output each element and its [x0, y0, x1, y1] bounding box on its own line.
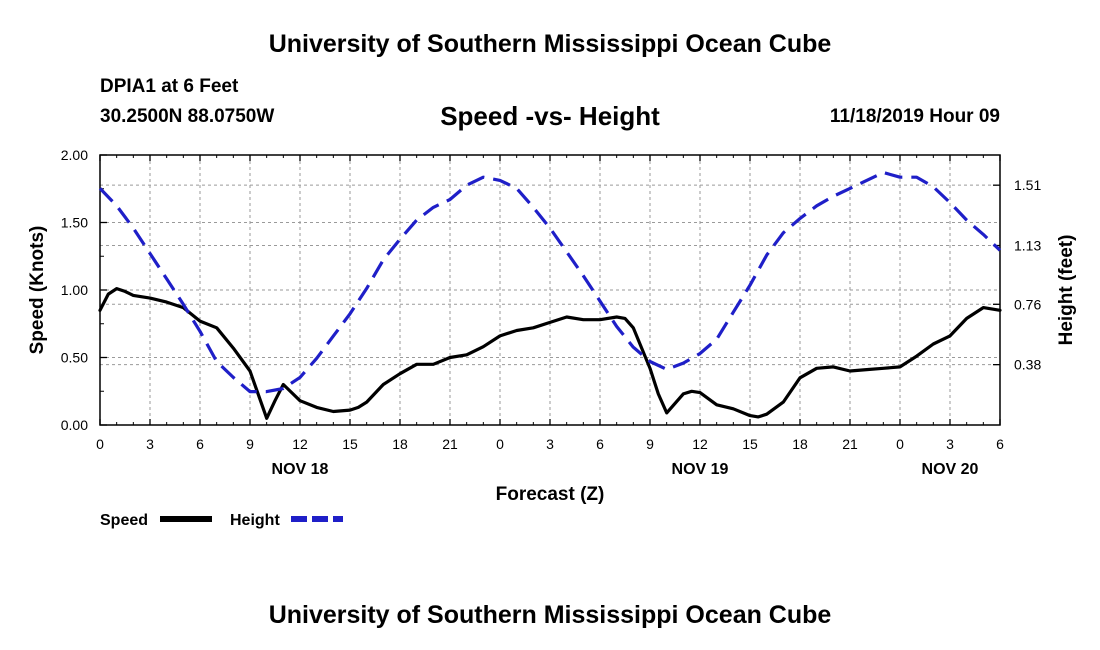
height-series-line [98, 170, 1002, 394]
bottom-title: University of Southern Mississippi Ocean… [268, 601, 832, 629]
x-tick-label: 0 [896, 436, 904, 452]
x-tick-label: 21 [842, 436, 858, 452]
x-tick-label: 6 [996, 436, 1004, 452]
y2-tick-label: 1.13 [1014, 238, 1041, 254]
x-tick-label: 9 [246, 436, 254, 452]
legend-label-height: Height [230, 512, 280, 529]
y2-tick-label: 0.38 [1014, 357, 1041, 373]
date-label: NOV 19 [672, 461, 729, 478]
x-tick-label: 9 [646, 436, 654, 452]
station-label: DPIA1 at 6 Feet [100, 76, 239, 97]
x-tick-label: 0 [496, 436, 504, 452]
x-tick-label: 12 [692, 436, 708, 452]
date-label: NOV 18 [272, 461, 329, 478]
y-tick-label: 1.50 [61, 215, 88, 231]
y2-tick-label: 0.76 [1014, 296, 1041, 312]
x-tick-label: 0 [96, 436, 104, 452]
x-tick-label: 6 [196, 436, 204, 452]
x-tick-label: 18 [392, 436, 408, 452]
x-tick-label: 15 [342, 436, 358, 452]
x-tick-label: 18 [792, 436, 808, 452]
x-tick-label: 12 [292, 436, 308, 452]
x-tick-label: 15 [742, 436, 758, 452]
x-tick-label: 3 [546, 436, 554, 452]
station-coords: 30.2500N 88.0750W [100, 106, 275, 127]
top-title: University of Southern Mississippi Ocean… [268, 30, 832, 58]
x-tick-label: 21 [442, 436, 458, 452]
date-label: NOV 20 [922, 461, 979, 478]
chart-title: Speed -vs- Height [440, 101, 660, 131]
x-tick-label: 6 [596, 436, 604, 452]
legend-label-speed: Speed [100, 512, 148, 529]
y2-tick-label: 1.51 [1014, 177, 1041, 193]
y2-axis-label: Height (feet) [1056, 235, 1077, 346]
y-tick-label: 1.00 [61, 282, 88, 298]
y-tick-label: 0.50 [61, 350, 88, 366]
x-axis-label: Forecast (Z) [496, 484, 605, 505]
y-tick-label: 0.00 [61, 417, 88, 433]
forecast-datetime: 11/18/2019 Hour 09 [829, 106, 1000, 127]
y-tick-label: 2.00 [61, 147, 88, 163]
y-axis-label: Speed (Knots) [27, 226, 48, 355]
x-tick-label: 3 [146, 436, 154, 452]
speed-series-line [98, 287, 1002, 420]
x-tick-label: 3 [946, 436, 954, 452]
